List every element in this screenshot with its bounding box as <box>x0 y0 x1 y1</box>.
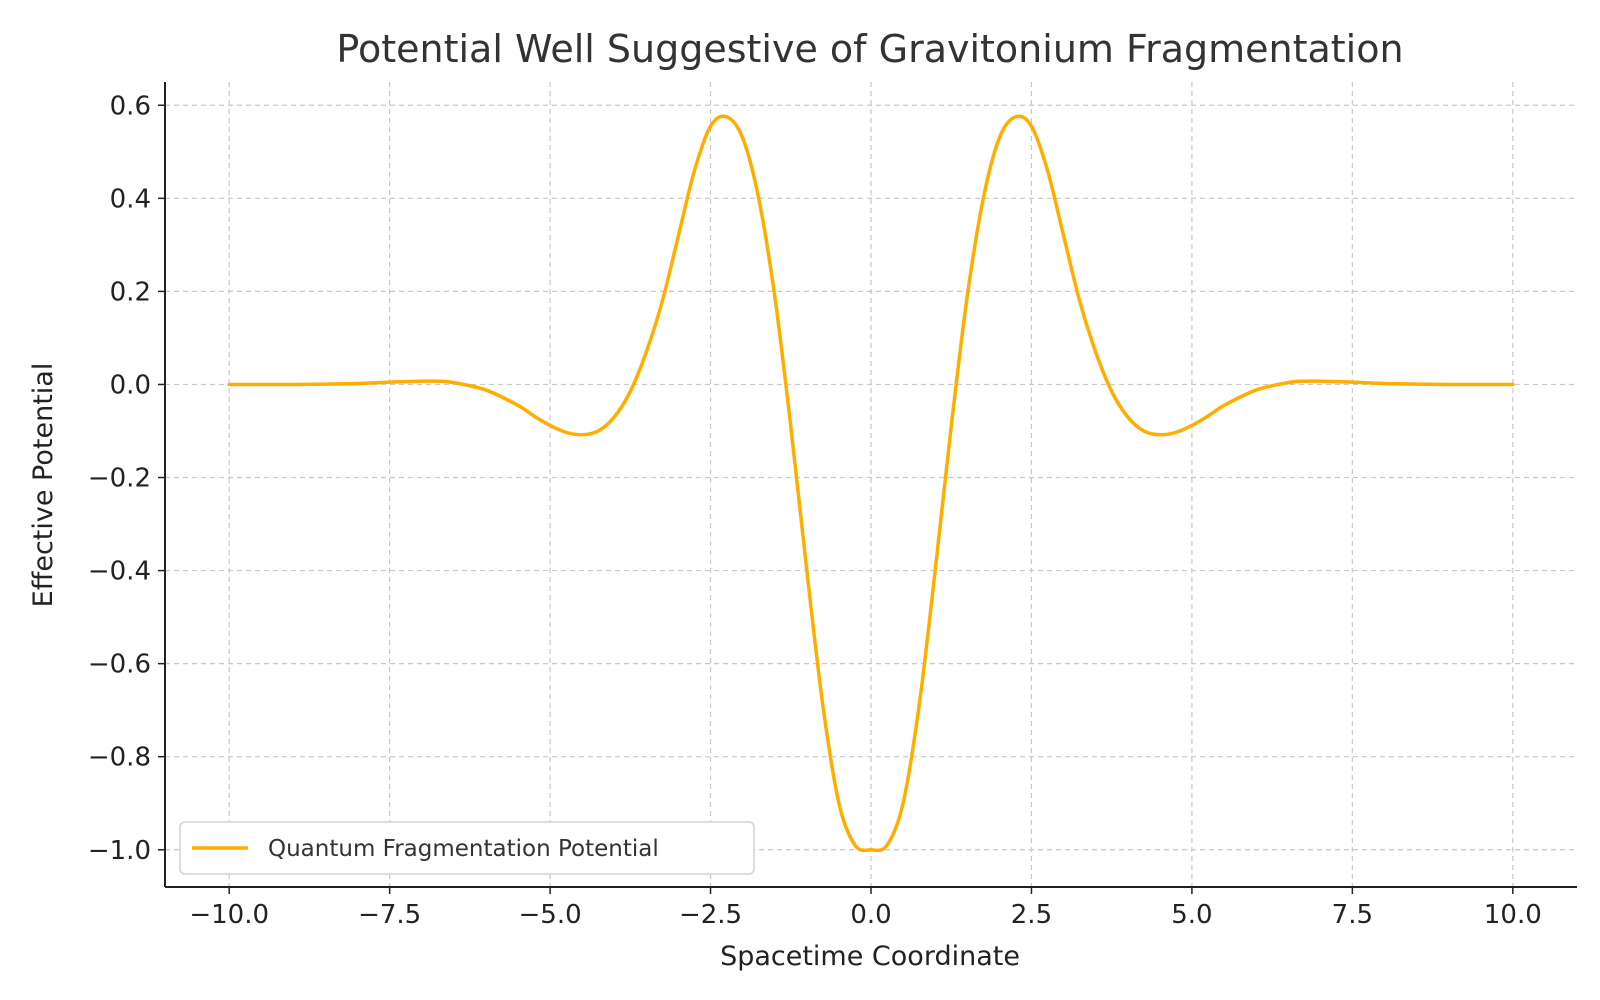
series-line <box>227 114 1515 853</box>
x-tick-label: −5.0 <box>519 900 582 930</box>
x-tick-label: 10.0 <box>1484 900 1542 930</box>
x-tick-label: 7.5 <box>1332 900 1373 930</box>
chart-title: Potential Well Suggestive of Gravitonium… <box>336 27 1403 71</box>
x-tick-label: −2.5 <box>679 900 742 930</box>
y-tick-label: 0.0 <box>110 370 151 400</box>
x-tick-label: 2.5 <box>1011 900 1052 930</box>
grid <box>165 82 1577 887</box>
y-tick-label: 0.4 <box>110 184 151 214</box>
y-axis-label: Effective Potential <box>28 363 59 608</box>
y-tick-label: 0.6 <box>110 91 151 121</box>
x-tick-label: −7.5 <box>358 900 421 930</box>
y-tick-label: −1.0 <box>88 836 151 866</box>
x-axis-label: Spacetime Coordinate <box>720 941 1020 972</box>
y-tick-label: 0.2 <box>110 277 151 307</box>
y-tick-label: −0.4 <box>88 557 151 587</box>
legend-box <box>179 821 755 875</box>
y-tick-label: −0.6 <box>88 650 151 680</box>
legend-entry-label: Quantum Fragmentation Potential <box>268 836 659 862</box>
y-tick-label: −0.8 <box>88 743 151 773</box>
x-tick-label: −10.0 <box>189 900 269 930</box>
x-tick-label: 0.0 <box>850 900 891 930</box>
y-tick-label: −0.2 <box>88 464 151 494</box>
legend: Quantum Fragmentation Potential <box>179 821 755 875</box>
series-layer <box>227 114 1515 853</box>
x-tick-label: 5.0 <box>1171 900 1212 930</box>
ticks: −10.0 −7.5 −5.0 −2.5 0.0 2.5 5.0 7.5 10.0 0.6 0.4 0… <box>88 91 1542 930</box>
